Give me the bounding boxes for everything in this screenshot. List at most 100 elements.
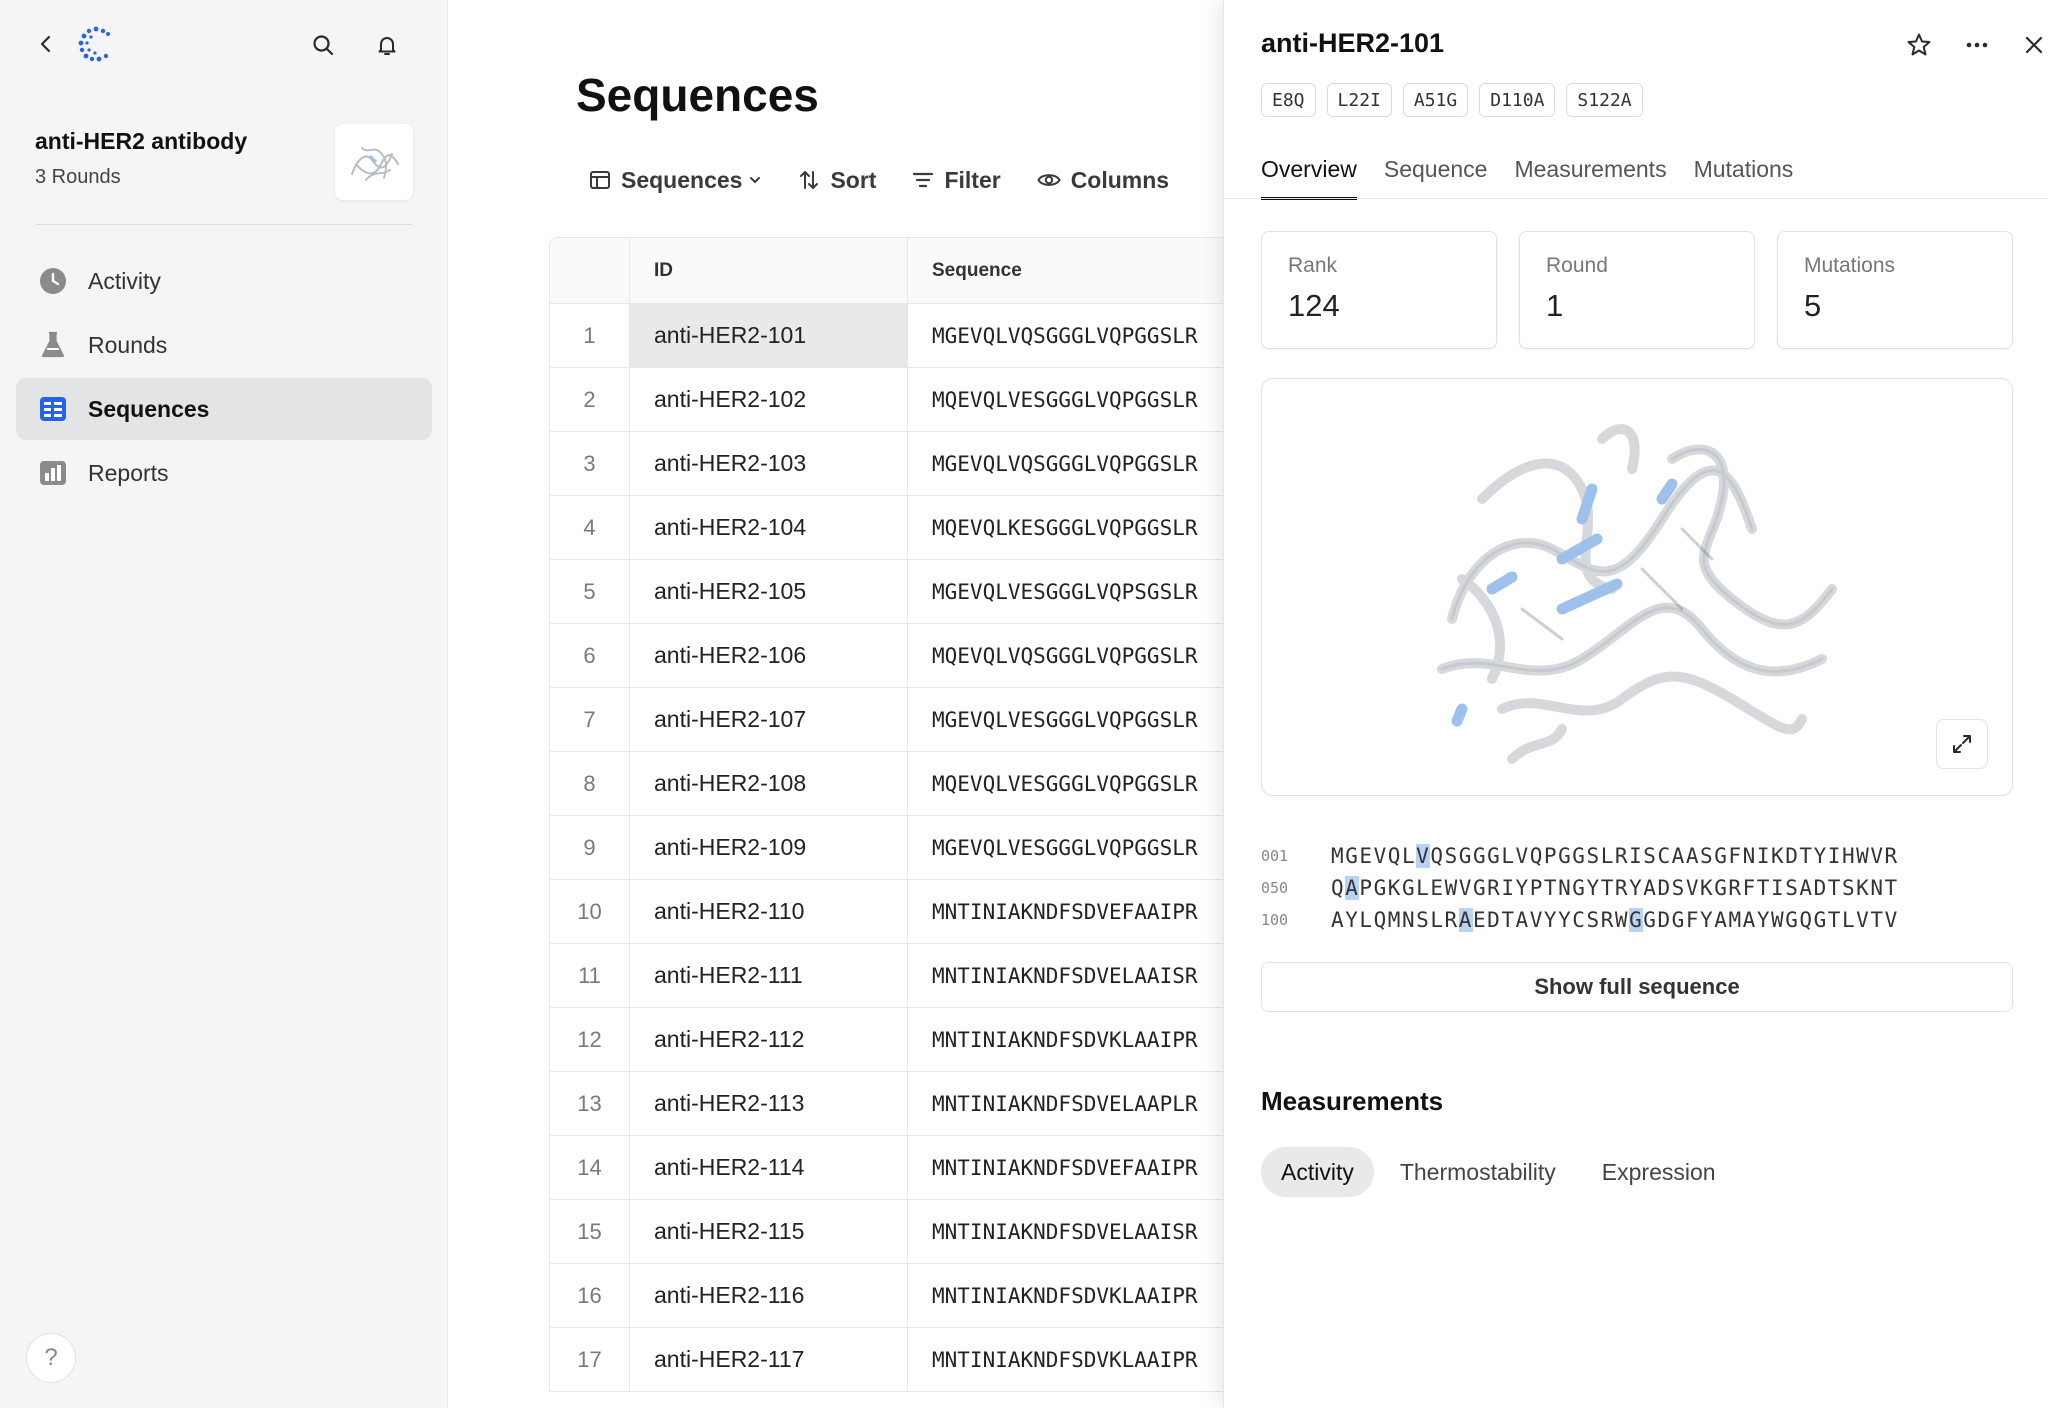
table-row[interactable]: 8 anti-HER2-108 MQEVQLVESGGGLVQPGGSLR bbox=[550, 752, 1249, 816]
id-cell: anti-HER2-117 bbox=[630, 1328, 908, 1391]
columns-label: Columns bbox=[1070, 166, 1170, 193]
table-row[interactable]: 11 anti-HER2-111 MNTINIAKNDFSDVELAAISR bbox=[550, 944, 1249, 1008]
residue-segment: QSGGGLVQPGGSLRISCAASGFNIKDTYIHWVR bbox=[1430, 844, 1899, 868]
columns-button[interactable]: Columns bbox=[1037, 167, 1169, 194]
stat-card-mutations: Mutations 5 bbox=[1777, 231, 2013, 349]
filter-button[interactable]: Filter bbox=[912, 167, 1001, 194]
sequence-cell: MNTINIAKNDFSDVELAAISR bbox=[932, 1219, 1198, 1244]
table-row[interactable]: 10 anti-HER2-110 MNTINIAKNDFSDVEFAAIPR bbox=[550, 880, 1249, 944]
table-row[interactable]: 1 anti-HER2-101 MGEVQLVQSGGGLVQPGGSLR bbox=[550, 304, 1249, 368]
tab-mutations[interactable]: Mutations bbox=[1693, 156, 1794, 182]
chevron-down-icon bbox=[750, 177, 761, 184]
measurement-tab-activity[interactable]: Activity bbox=[1261, 1147, 1374, 1197]
favorite-button[interactable] bbox=[1902, 28, 1936, 62]
protein-structure-icon bbox=[351, 147, 399, 181]
table-row[interactable]: 6 anti-HER2-106 MQEVQLVQSGGGLVQPGGSLR bbox=[550, 624, 1249, 688]
expand-viewer-button[interactable] bbox=[1936, 719, 1988, 769]
stat-card-rank: Rank 124 bbox=[1261, 231, 1497, 349]
app-logo[interactable] bbox=[76, 24, 116, 64]
measurement-tab-thermostability[interactable]: Thermostability bbox=[1399, 1158, 1556, 1185]
table-row[interactable]: 15 anti-HER2-115 MNTINIAKNDFSDVELAAISR bbox=[550, 1200, 1249, 1264]
stat-value: 124 bbox=[1288, 288, 1340, 323]
table-row[interactable]: 4 anti-HER2-104 MQEVQLKESGGGLVQPGGSLR bbox=[550, 496, 1249, 560]
id-cell: anti-HER2-108 bbox=[630, 752, 908, 815]
tab-overview[interactable]: Overview bbox=[1261, 150, 1357, 200]
column-header-num bbox=[550, 238, 630, 303]
sidebar-item-rounds[interactable]: Rounds bbox=[16, 314, 432, 376]
sequence-cell: MNTINIAKNDFSDVELAAPLR bbox=[932, 1091, 1198, 1116]
mutation-chip: E8Q bbox=[1261, 83, 1316, 117]
table-row[interactable]: 9 anti-HER2-109 MGEVQLVESGGGLVQPGGSLR bbox=[550, 816, 1249, 880]
sequence-preview: 001 MGEVQLVQSGGGLVQPGGSLRISCAASGFNIKDTYI… bbox=[1261, 840, 1899, 936]
sequence-cell: MQEVQLVQSGGGLVQPGGSLR bbox=[932, 643, 1198, 668]
sequence-cell: MQEVQLVESGGGLVQPGGSLR bbox=[932, 771, 1198, 796]
tab-sequence[interactable]: Sequence bbox=[1383, 156, 1488, 182]
table-view-icon bbox=[590, 171, 610, 189]
row-number-cell: 15 bbox=[550, 1200, 630, 1263]
table-row[interactable]: 13 anti-HER2-113 MNTINIAKNDFSDVELAAPLR bbox=[550, 1072, 1249, 1136]
notifications-button[interactable] bbox=[370, 28, 404, 62]
sort-button[interactable]: Sort bbox=[798, 167, 876, 194]
sidebar-item-label: Reports bbox=[88, 459, 169, 486]
eye-icon bbox=[1037, 174, 1061, 186]
row-number-cell: 4 bbox=[550, 496, 630, 559]
sidebar-header bbox=[0, 0, 448, 90]
search-button[interactable] bbox=[306, 28, 340, 62]
sidebar-item-activity[interactable]: Activity bbox=[16, 250, 432, 312]
row-number-cell: 1 bbox=[550, 304, 630, 367]
project-name: anti-HER2 antibody bbox=[35, 128, 248, 154]
id-cell: anti-HER2-116 bbox=[630, 1264, 908, 1327]
back-button[interactable] bbox=[30, 28, 62, 60]
table-toolbar: Sequences Sort Filter Columns bbox=[589, 160, 1205, 200]
sequence-cell: MGEVQLVESGGGLVQPGGSLR bbox=[932, 707, 1198, 732]
id-cell: anti-HER2-114 bbox=[630, 1136, 908, 1199]
structure-viewer[interactable] bbox=[1261, 378, 2013, 796]
sequence-position: 050 bbox=[1261, 879, 1289, 897]
help-button[interactable]: ? bbox=[26, 1333, 76, 1383]
mutated-residue: A bbox=[1345, 876, 1360, 900]
table-row[interactable]: 2 anti-HER2-102 MQEVQLVESGGGLVQPGGSLR bbox=[550, 368, 1249, 432]
sidebar-item-sequences[interactable]: Sequences bbox=[16, 378, 432, 440]
mutated-residue: G bbox=[1629, 908, 1644, 932]
stat-label: Rank bbox=[1288, 254, 1338, 277]
table-row[interactable]: 3 anti-HER2-103 MGEVQLVQSGGGLVQPGGSLR bbox=[550, 432, 1249, 496]
logo-icon bbox=[78, 26, 110, 62]
sidebar-item-reports[interactable]: Reports bbox=[16, 442, 432, 504]
row-number-cell: 10 bbox=[550, 880, 630, 943]
row-number-cell: 9 bbox=[550, 816, 630, 879]
stat-value: 1 bbox=[1546, 288, 1564, 323]
id-cell: anti-HER2-112 bbox=[630, 1008, 908, 1071]
row-number-cell: 5 bbox=[550, 560, 630, 623]
sidebar-item-label: Activity bbox=[88, 267, 161, 294]
table-row[interactable]: 12 anti-HER2-112 MNTINIAKNDFSDVKLAAIPR bbox=[550, 1008, 1249, 1072]
table-row[interactable]: 7 anti-HER2-107 MGEVQLVESGGGLVQPGGSLR bbox=[550, 688, 1249, 752]
stat-label: Round bbox=[1546, 254, 1608, 277]
project-thumbnail[interactable] bbox=[335, 124, 413, 200]
table-row[interactable]: 14 anti-HER2-114 MNTINIAKNDFSDVEFAAIPR bbox=[550, 1136, 1249, 1200]
measurement-tabs: Activity Thermostability Expression bbox=[1261, 1147, 1742, 1197]
row-number-cell: 11 bbox=[550, 944, 630, 1007]
sequence-cell: MQEVQLKESGGGLVQPGGSLR bbox=[932, 515, 1198, 540]
more-button[interactable] bbox=[1960, 28, 1994, 62]
tab-measurements[interactable]: Measurements bbox=[1514, 156, 1667, 182]
table-row[interactable]: 16 anti-HER2-116 MNTINIAKNDFSDVKLAAIPR bbox=[550, 1264, 1249, 1328]
sidebar-item-label: Rounds bbox=[88, 331, 168, 358]
residue-segment: EDTAVYYCSRW bbox=[1472, 908, 1630, 932]
table-row[interactable]: 5 anti-HER2-105 MGEVQLVESGGGLVQPSGSLR bbox=[550, 560, 1249, 624]
column-header-sequence[interactable]: Sequence bbox=[932, 259, 1022, 281]
sidebar-item-label: Sequences bbox=[88, 395, 210, 422]
project-header[interactable]: anti-HER2 antibody 3 Rounds bbox=[35, 124, 415, 224]
measurement-tab-expression[interactable]: Expression bbox=[1601, 1158, 1716, 1185]
column-header-id[interactable]: ID bbox=[630, 238, 908, 303]
table-row[interactable]: 17 anti-HER2-117 MNTINIAKNDFSDVKLAAIPR bbox=[550, 1328, 1249, 1392]
ellipsis-icon bbox=[1966, 42, 1988, 48]
view-select-button[interactable]: Sequences bbox=[589, 167, 762, 194]
residue-segment: GDGFYAMAYWGQGTLVTV bbox=[1643, 908, 1899, 932]
page-title: Sequences bbox=[576, 69, 819, 121]
show-full-sequence-button[interactable]: Show full sequence bbox=[1261, 962, 2013, 1012]
id-cell: anti-HER2-111 bbox=[630, 944, 908, 1007]
id-cell: anti-HER2-102 bbox=[630, 368, 908, 431]
sort-label: Sort bbox=[830, 166, 877, 193]
close-button[interactable] bbox=[2017, 28, 2048, 62]
sequence-cell: MQEVQLVESGGGLVQPGGSLR bbox=[932, 387, 1198, 412]
